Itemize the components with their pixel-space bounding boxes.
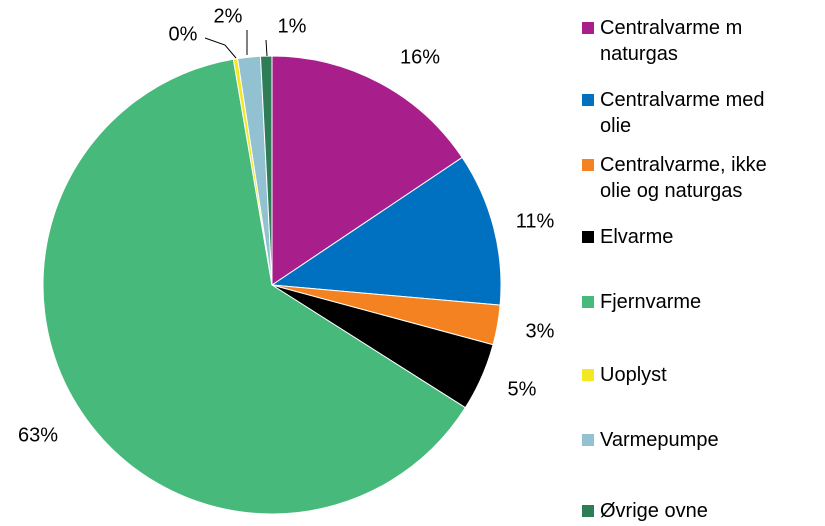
data-label: 1% [278,15,307,37]
pie-slice [270,156,502,306]
data-label: 3% [526,320,555,342]
legend-swatch [582,22,594,34]
data-label: 5% [508,378,537,400]
legend-entry: Centralvarme m naturgas [582,15,797,67]
legend-swatch [582,505,594,517]
data-label: 16% [400,46,440,68]
leader-line [204,37,237,59]
data-label: 63% [18,424,58,446]
legend-label: Centralvarme med olie [600,89,765,137]
legend-entry: Centralvarme med olie [582,87,797,139]
legend-swatch [582,159,594,171]
data-label: 2% [214,5,243,27]
legend-label: Fjernvarme [600,291,702,313]
pie-slice [259,55,273,286]
legend-entry: Varmepumpe [582,427,797,453]
legend-label: Centralvarme m naturgas [600,17,743,65]
legend-label: Øvrige ovne [600,500,708,522]
legend-swatch [582,296,594,308]
legend-swatch [582,231,594,243]
legend-swatch [582,94,594,106]
legend-entry: Centralvarme, ikke olie og naturgas [582,152,797,204]
leader-line [265,39,268,57]
pie-slice [271,55,463,286]
data-label: 11% [516,210,555,232]
legend-entry: Fjernvarme [582,289,797,315]
legend-swatch [582,369,594,381]
legend-entry: Uoplyst [582,362,797,388]
legend-label: Elvarme [600,226,674,248]
data-label: 0% [169,23,198,45]
legend-swatch [582,434,594,446]
legend-label: Uoplyst [600,364,667,386]
pie-slice [42,58,467,515]
legend-label: Centralvarme, ikke olie og naturgas [600,154,767,202]
legend-label: Varmepumpe [600,429,719,451]
legend-entry: Øvrige ovne [582,498,797,524]
legend-entry: Elvarme [582,224,797,250]
